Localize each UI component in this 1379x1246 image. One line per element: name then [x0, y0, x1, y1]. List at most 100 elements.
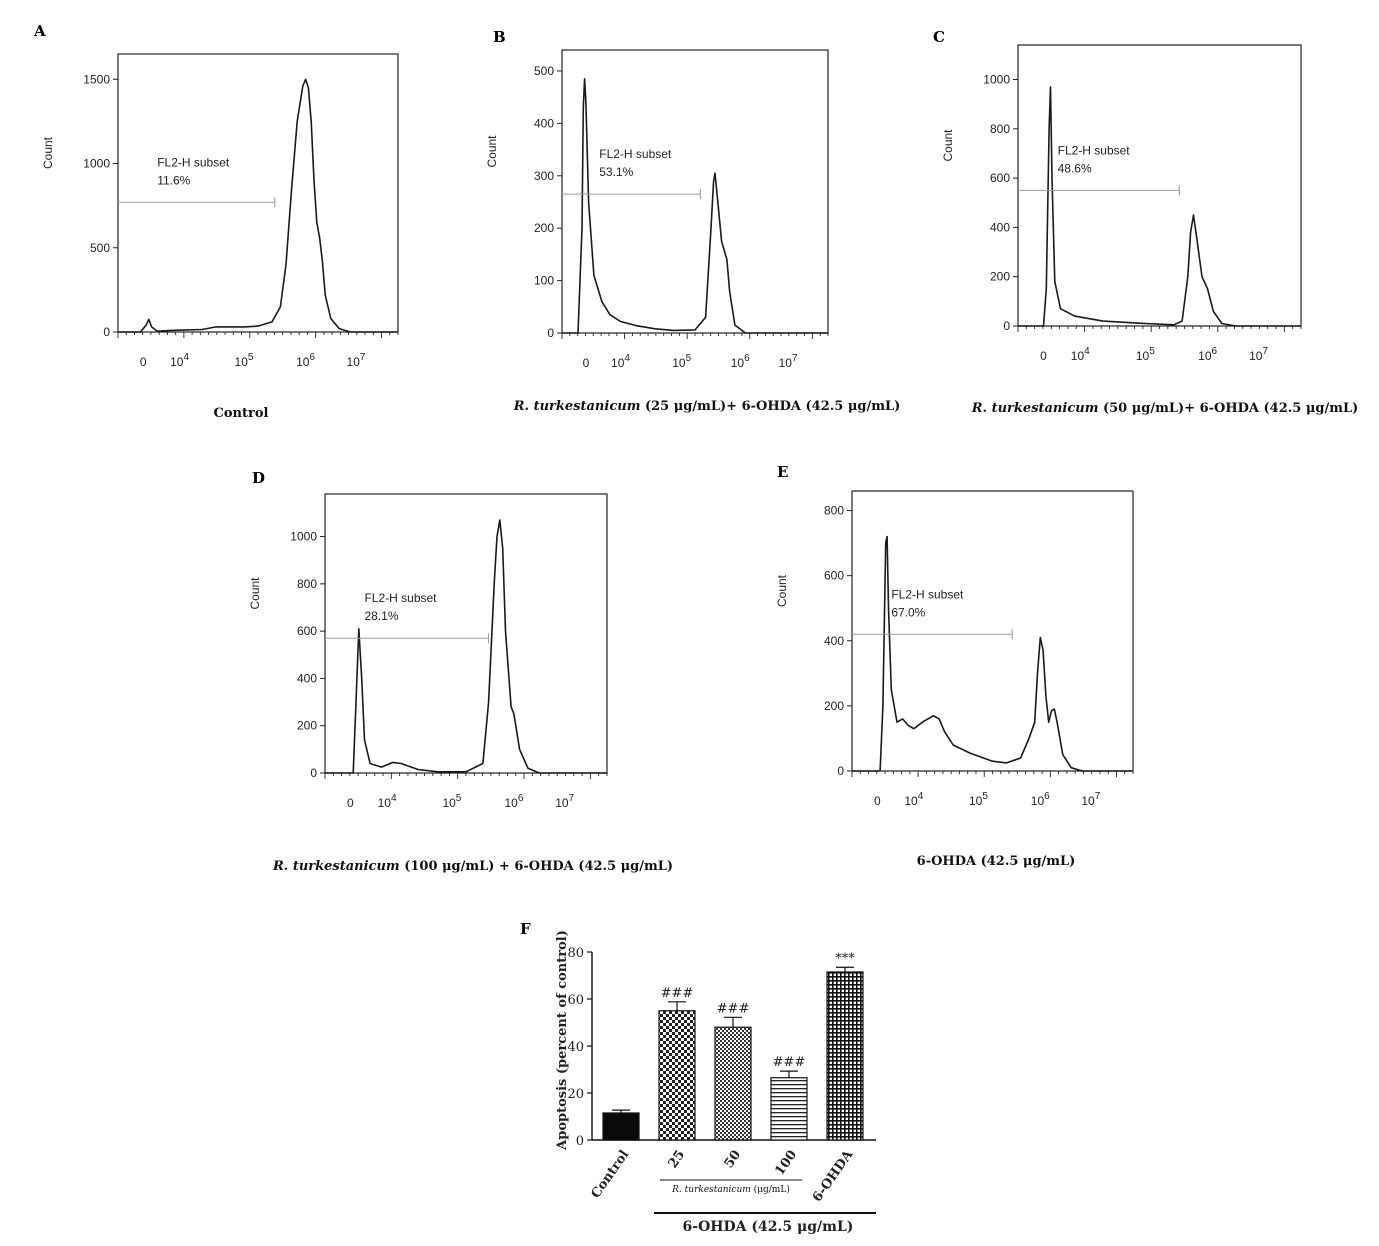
y-tick-label: 1000 [983, 73, 1010, 87]
panel-caption: Control [214, 406, 269, 421]
y-tick-label: 100 [534, 274, 554, 288]
gate-label: FL2-H subset [599, 147, 672, 161]
plot-frame [1017, 44, 1302, 327]
gate-percent: 48.6% [1058, 161, 1092, 175]
histogram-curve [852, 535, 1133, 772]
category-label: 25 [666, 1148, 689, 1171]
y-tick-label: 800 [990, 122, 1010, 136]
bar [826, 971, 864, 1141]
y-tick-label: 1000 [83, 157, 110, 171]
y-tick-label: 400 [534, 116, 554, 130]
y-tick-label: 0 [547, 326, 554, 340]
y-tick-label: 200 [534, 221, 554, 235]
x-tick-label: 104 [904, 791, 923, 808]
histogram-curve [325, 519, 607, 774]
plot-frame [117, 53, 399, 333]
x-tick-label: 0 [347, 796, 354, 810]
significance-label: ### [773, 1055, 806, 1070]
y-axis-title: Count [248, 577, 262, 610]
panel-caption: 6-OHDA (42.5 μg/mL) [917, 854, 1076, 869]
histogram-panel-b: B 0 100 200 300 400 500 Count 0 104 105 106 107 FL2-H… [485, 28, 900, 414]
y-tick-label: 0 [310, 766, 317, 780]
y-tick-label: 0 [837, 764, 844, 778]
panel-letter: D [252, 469, 265, 487]
gate-percent: 11.6% [157, 173, 190, 187]
y-tick-label: 800 [297, 577, 317, 591]
gate-label: FL2-H subset [364, 591, 437, 605]
y-tick-label: 200 [297, 719, 317, 733]
bar [602, 1112, 640, 1141]
x-tick-label: 105 [969, 791, 988, 808]
y-axis-title: Count [941, 129, 955, 162]
x-tick-label: 107 [1249, 346, 1268, 363]
gate-percent: 28.1% [364, 609, 398, 623]
y-tick-label: 500 [534, 64, 554, 78]
histogram-curve [118, 78, 398, 333]
y-tick-label: 400 [824, 634, 844, 648]
x-tick-label: 104 [170, 352, 189, 369]
gate-percent: 53.1% [599, 165, 633, 179]
plot-frame [324, 493, 608, 774]
y-tick-label: 20 [567, 1087, 584, 1102]
y-tick-label: 500 [90, 241, 110, 255]
y-axis-title: Count [41, 136, 55, 169]
panel-letter: A [33, 22, 46, 40]
y-tick-label: 1500 [83, 72, 110, 86]
x-tick-label: 107 [347, 352, 366, 369]
x-tick-label: 106 [504, 793, 523, 810]
x-tick-label: 107 [1081, 791, 1100, 808]
panel-caption: R. turkestanicum (25 μg/mL)+ 6-OHDA (42.… [513, 399, 901, 414]
histogram-panel-a: A 0 500 1000 1500 Count 0 104 105 106 107 FL2-H sub… [33, 22, 399, 421]
bar [658, 1010, 696, 1141]
y-tick-label: 0 [1003, 319, 1010, 333]
x-tick-label: 0 [874, 794, 881, 808]
significance-label: ### [661, 986, 694, 1001]
x-tick-label: 106 [296, 352, 315, 369]
x-tick-label: 106 [1031, 791, 1050, 808]
histogram-panel-c: C 0 200 400 600 800 1000 Count 0 104 105 106 107 FL2-… [933, 28, 1358, 416]
y-tick-label: 800 [824, 504, 844, 518]
x-tick-label: 0 [1040, 349, 1047, 363]
histogram-curve [1018, 86, 1301, 327]
x-tick-label: 107 [555, 793, 574, 810]
y-tick-label: 600 [990, 171, 1010, 185]
category-label: Control [588, 1148, 632, 1202]
y-tick-label: 200 [990, 270, 1010, 284]
x-tick-label: 105 [1136, 346, 1155, 363]
category-label: 50 [722, 1148, 745, 1171]
y-tick-label: 300 [534, 169, 554, 183]
y-tick-label: 200 [824, 699, 844, 713]
bar [714, 1026, 752, 1141]
panel-letter: F [520, 920, 531, 938]
histogram-panel-e: E 0 200 400 600 800 Count 0 104 105 106 107 FL2-H su… [775, 463, 1134, 869]
x-tick-label: 105 [442, 793, 461, 810]
gate-label: FL2-H subset [1058, 143, 1131, 157]
panel-caption: R. turkestanicum (100 μg/mL) + 6-OHDA (4… [272, 859, 673, 874]
y-tick-label: 60 [567, 993, 584, 1008]
plot-frame [561, 49, 829, 334]
x-tick-label: 105 [235, 352, 254, 369]
x-tick-label: 0 [583, 356, 590, 370]
x-tick-label: 104 [1071, 346, 1090, 363]
y-axis-title: Apoptosis (percent of control) [555, 930, 570, 1151]
y-tick-label: 1000 [290, 530, 317, 544]
group-label-outer: 6-OHDA (42.5 μg/mL) [683, 1219, 854, 1235]
significance-label: *** [835, 951, 855, 966]
significance-label: ### [717, 1001, 750, 1016]
histogram-curve [562, 78, 828, 334]
gate-label: FL2-H subset [891, 587, 964, 601]
x-tick-label: 104 [378, 793, 397, 810]
gate-label: FL2-H subset [157, 155, 230, 169]
y-axis-title: Count [485, 135, 499, 168]
panel-letter: C [933, 28, 945, 46]
y-tick-label: 40 [567, 1040, 584, 1055]
panel-letter: B [493, 28, 506, 46]
category-label: 100 [772, 1148, 800, 1179]
y-tick-label: 600 [297, 624, 317, 638]
x-tick-label: 107 [779, 353, 798, 370]
bar [770, 1077, 808, 1141]
category-label: 6-OHDA [810, 1147, 857, 1205]
x-tick-label: 0 [140, 355, 147, 369]
